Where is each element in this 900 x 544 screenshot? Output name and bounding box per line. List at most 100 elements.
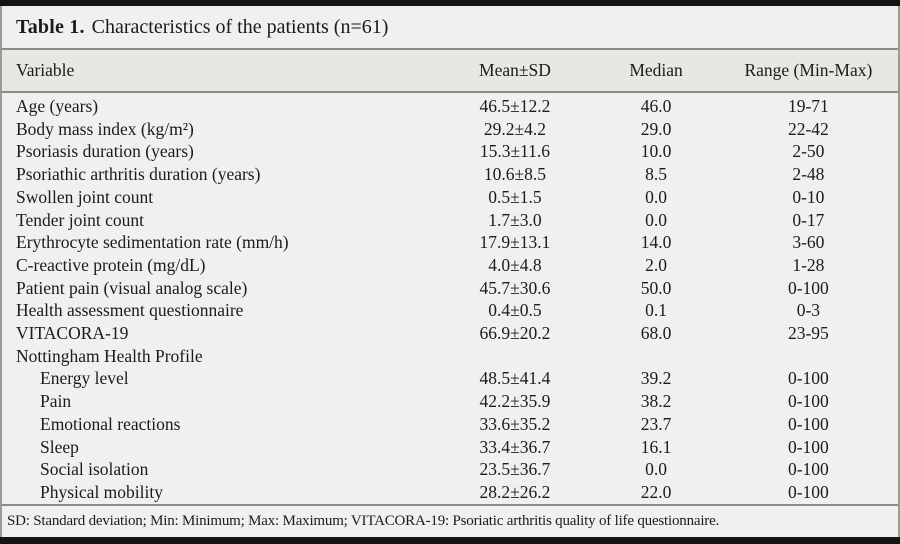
table-row: Physical mobility 28.2±26.2 22.0 0-100 xyxy=(2,481,898,504)
table-row: Psoriathic arthritis duration (years) 10.… xyxy=(2,163,898,186)
range-cell xyxy=(719,345,898,368)
table-body: Age (years) 46.5±12.2 46.0 19-71 Body mass i… xyxy=(2,92,898,504)
bottom-rule-bar xyxy=(0,537,900,544)
mean-sd-cell: 48.5±41.4 xyxy=(479,368,551,389)
table-row: Nottingham Health Profile xyxy=(2,345,898,368)
table-row: Health assessment questionnaire 0.4±0.5 0.… xyxy=(2,299,898,322)
table-row: Body mass index (kg/m²) 29.2±4.2 29.0 22-42 xyxy=(2,118,898,141)
mean-sd-cell: 33.4±36.7 xyxy=(479,436,551,457)
range-cell: 22-42 xyxy=(787,118,829,139)
table-row: Tender joint count 1.7±3.0 0.0 0-17 xyxy=(2,209,898,232)
top-rule-bar xyxy=(0,0,900,6)
variable-cell: Erythrocyte sedimentation rate (mm/h) xyxy=(16,232,289,253)
median-cell: 50.0 xyxy=(640,277,672,298)
variable-cell: Sleep xyxy=(40,436,79,457)
table-row: Sleep 33.4±36.7 16.1 0-100 xyxy=(2,436,898,459)
table-title: Characteristics of the patients (n=61) xyxy=(91,15,389,38)
range-cell: 0-100 xyxy=(787,413,829,434)
table-number: Table 1. xyxy=(16,15,85,38)
range-cell: 23-95 xyxy=(787,323,829,344)
variable-cell: Health assessment questionnaire xyxy=(16,300,244,321)
variable-cell: C-reactive protein (mg/dL) xyxy=(16,254,206,275)
characteristics-table: Variable Mean±SD Median Range (Min-Max) … xyxy=(2,50,898,504)
variable-cell: VITACORA-19 xyxy=(16,323,129,344)
table-row: VITACORA-19 66.9±20.2 68.0 23-95 xyxy=(2,322,898,345)
variable-cell: Age (years) xyxy=(16,96,99,116)
median-cell: 23.7 xyxy=(640,413,672,434)
header-mean-sd: Mean±SD xyxy=(436,50,594,93)
table-row: Pain 42.2±35.9 38.2 0-100 xyxy=(2,390,898,413)
range-cell: 0-100 xyxy=(787,436,829,457)
median-cell: 8.5 xyxy=(645,164,667,185)
mean-sd-cell: 0.5±1.5 xyxy=(488,186,542,207)
table-row: Erythrocyte sedimentation rate (mm/h) 17.… xyxy=(2,231,898,254)
range-cell: 2-48 xyxy=(792,164,825,185)
range-cell: 0-10 xyxy=(792,186,825,207)
header-variable: Variable xyxy=(2,50,437,93)
median-cell: 2.0 xyxy=(645,254,667,275)
mean-sd-cell: 10.6±8.5 xyxy=(483,164,546,185)
range-cell: 2-50 xyxy=(792,141,825,162)
table-row: Age (years) 46.5±12.2 46.0 19-71 xyxy=(2,92,898,118)
mean-sd-cell: 29.2±4.2 xyxy=(483,118,546,139)
variable-cell: Swollen joint count xyxy=(16,186,154,207)
median-cell: 39.2 xyxy=(640,368,672,389)
mean-sd-cell: 45.7±30.6 xyxy=(479,277,551,298)
variable-cell: Physical mobility xyxy=(40,481,163,502)
median-cell xyxy=(593,345,718,368)
median-cell: 0.0 xyxy=(645,186,667,207)
median-cell: 14.0 xyxy=(640,232,672,253)
table-caption: Table 1. Characteristics of the patients… xyxy=(2,6,898,50)
range-cell: 0-100 xyxy=(787,459,829,480)
range-cell: 0-100 xyxy=(787,481,829,502)
range-cell: 3-60 xyxy=(792,232,825,253)
variable-cell: Energy level xyxy=(40,368,129,389)
mean-sd-cell: 46.5±12.2 xyxy=(479,96,551,116)
range-cell: 0-100 xyxy=(787,277,829,298)
mean-sd-cell: 4.0±4.8 xyxy=(488,254,542,275)
mean-sd-cell: 17.9±13.1 xyxy=(479,232,551,253)
table-row: Energy level 48.5±41.4 39.2 0-100 xyxy=(2,367,898,390)
median-cell: 10.0 xyxy=(640,141,672,162)
table-header: Variable Mean±SD Median Range (Min-Max) xyxy=(2,50,898,93)
median-cell: 0.0 xyxy=(645,459,667,480)
variable-cell: Tender joint count xyxy=(16,209,145,230)
variable-cell: Psoriathic arthritis duration (years) xyxy=(16,164,261,185)
table-row: Social isolation 23.5±36.7 0.0 0-100 xyxy=(2,458,898,481)
mean-sd-cell: 15.3±11.6 xyxy=(479,141,551,162)
variable-cell: Psoriasis duration (years) xyxy=(16,141,194,162)
range-cell: 0-3 xyxy=(796,300,821,321)
variable-cell: Nottingham Health Profile xyxy=(16,345,203,366)
mean-sd-cell: 66.9±20.2 xyxy=(479,323,551,344)
footnote-text: SD: Standard deviation; Min: Minimum; Ma… xyxy=(7,512,720,529)
variable-cell: Pain xyxy=(40,391,72,412)
variable-cell: Patient pain (visual analog scale) xyxy=(16,277,248,298)
mean-sd-cell: 42.2±35.9 xyxy=(479,391,551,412)
mean-sd-cell: 1.7±3.0 xyxy=(488,209,542,230)
table-row: Emotional reactions 33.6±35.2 23.7 0-100 xyxy=(2,413,898,436)
median-cell: 68.0 xyxy=(640,323,672,344)
header-median: Median xyxy=(593,50,719,93)
median-cell: 0.0 xyxy=(645,209,667,230)
variable-cell: Social isolation xyxy=(40,459,149,480)
median-cell: 16.1 xyxy=(640,436,672,457)
range-cell: 0-100 xyxy=(787,368,829,389)
range-cell: 0-100 xyxy=(787,391,829,412)
range-cell: 1-28 xyxy=(792,254,825,275)
mean-sd-cell: 33.6±35.2 xyxy=(479,413,551,434)
table-row: Psoriasis duration (years) 15.3±11.6 10.0 2… xyxy=(2,140,898,163)
table-footnote: SD: Standard deviation; Min: Minimum; Ma… xyxy=(2,503,898,537)
range-cell: 19-71 xyxy=(787,96,829,116)
median-cell: 29.0 xyxy=(640,118,672,139)
mean-sd-cell: 0.4±0.5 xyxy=(488,300,542,321)
header-row: Variable Mean±SD Median Range (Min-Max) xyxy=(2,50,898,93)
table-row: Swollen joint count 0.5±1.5 0.0 0-10 xyxy=(2,186,898,209)
variable-cell: Body mass index (kg/m²) xyxy=(16,118,194,139)
header-range: Range (Min-Max) xyxy=(718,50,898,93)
table-frame: Table 1. Characteristics of the patients… xyxy=(0,6,900,537)
median-cell: 22.0 xyxy=(640,481,672,502)
range-cell: 0-17 xyxy=(792,209,825,230)
mean-sd-cell xyxy=(437,345,594,368)
mean-sd-cell: 23.5±36.7 xyxy=(479,459,551,480)
